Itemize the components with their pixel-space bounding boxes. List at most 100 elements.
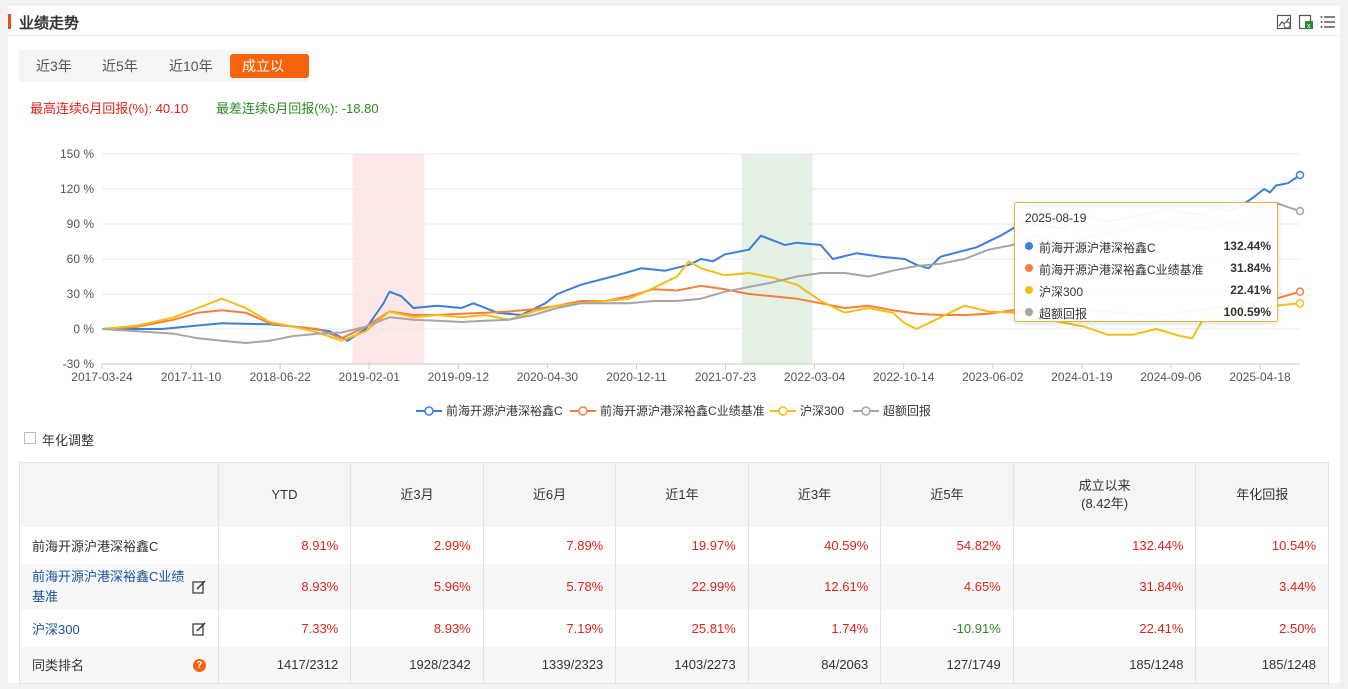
table-cell: 127/1749 [880, 646, 1014, 684]
y-tick-label: 0 % [73, 322, 94, 336]
series-end-point [1295, 206, 1305, 216]
table-header: 年化回报 [1195, 462, 1329, 527]
chart-legend: 前海开源沪港深裕鑫C 前海开源沪港深裕鑫C业绩基准 沪深300 超额回报 [8, 402, 1340, 420]
tooltip-row: 前海开源沪港深裕鑫C业绩基准 31.84% [1025, 259, 1271, 277]
table-cell: 22.99% [615, 563, 749, 610]
row-name-link[interactable]: 沪深300 [32, 621, 80, 637]
table-header-line: 成立以来 [1078, 477, 1131, 493]
table-cell: 10.54% [1195, 526, 1329, 564]
y-tick-label: 120 % [60, 182, 94, 196]
series-dot-icon [1025, 242, 1033, 250]
tab-10-years[interactable]: 近10年 [169, 58, 213, 74]
table-cell: 54.82% [880, 526, 1014, 564]
table-header-row: YTD 近3月 近6月 近1年 近3年 近5年 成立以来 (8.42年) 年化回… [19, 462, 1329, 527]
annualize-label: 年化调整 [42, 433, 95, 448]
tooltip-series-value: 132.44% [1223, 239, 1271, 253]
legend-line-icon [770, 406, 796, 416]
worst-6m-return: 最差连续6月回报(%): -18.80 [216, 98, 379, 117]
series-end-point [1295, 287, 1305, 296]
table-cell: 1339/2323 [482, 646, 616, 684]
chart-tooltip: 2025-08-19 前海开源沪港深裕鑫C 132.44% 前海开源沪港深裕鑫C… [1014, 202, 1278, 322]
table-cell: 3.44% [1195, 563, 1329, 610]
series-dot-icon [1025, 308, 1033, 316]
worst-6m-value: -18.80 [341, 101, 379, 116]
table-cell: 12.61% [747, 563, 881, 610]
row-name[interactable]: 沪深300 [20, 610, 219, 647]
x-tick-label: 2024-01-19 [1051, 370, 1113, 384]
tooltip-series-value: 22.41% [1230, 283, 1271, 297]
edit-icon[interactable] [192, 579, 206, 594]
tooltip-date: 2025-08-19 [1025, 211, 1087, 225]
tooltip-row: 沪深300 22.41% [1025, 281, 1271, 299]
x-tick-label: 2019-09-12 [428, 370, 490, 384]
table-cell: 4.65% [880, 563, 1014, 610]
table-cell: 8.93% [217, 563, 351, 610]
y-tick-label: 30 % [67, 287, 95, 301]
series-dot-icon [1025, 286, 1033, 294]
annualize-checkbox[interactable] [24, 432, 36, 444]
legend-label: 超额回报 [883, 404, 932, 418]
table-header-line: (8.42年) [1081, 495, 1129, 511]
x-tick-label: 2018-06-22 [249, 370, 311, 384]
table-header: 近3年 [747, 462, 881, 527]
series-end-point [1295, 170, 1305, 180]
tooltip-series-value: 100.59% [1223, 305, 1271, 319]
table-cell: 84/2063 [747, 646, 881, 684]
row-name[interactable]: 前海开源沪港深裕鑫C业绩基准 [19, 563, 219, 610]
excel-export-icon[interactable]: x [1298, 14, 1314, 30]
legend-label: 沪深300 [800, 404, 845, 418]
panel-header: 业绩走势 x [8, 6, 1340, 36]
best-6m-value: 40.10 [155, 101, 189, 116]
legend-line-icon [853, 406, 879, 416]
panel-title: 业绩走势 [19, 15, 80, 32]
table-cell: 25.81% [615, 609, 749, 647]
table-cell: 7.33% [217, 609, 351, 647]
table-cell: 2.99% [350, 526, 484, 564]
table-cell: 5.96% [350, 563, 484, 610]
series-end-point [1295, 299, 1305, 308]
table-header: 近3月 [350, 462, 484, 527]
x-tick-label: 2025-04-18 [1229, 370, 1291, 384]
legend-line-icon [570, 406, 596, 416]
x-tick-label: 2019-02-01 [339, 370, 401, 384]
x-tick-label: 2021-07-23 [695, 370, 757, 384]
table-cell: 7.19% [482, 609, 616, 647]
header-accent-bar [8, 14, 11, 29]
table-cell: 31.84% [1012, 563, 1196, 610]
performance-panel: 业绩走势 x 近3年 近5年 近10年 成立以来 最高连续6月回报(%): 40… [8, 6, 1340, 684]
tab-3-years[interactable]: 近3年 [36, 58, 72, 74]
list-menu-icon[interactable] [1320, 14, 1336, 30]
table-header: 成立以来 (8.42年) [1012, 462, 1196, 527]
table-cell: 2.50% [1195, 609, 1329, 647]
table-cell: 1.74% [747, 609, 881, 647]
table-header: YTD [217, 462, 351, 527]
legend-line-icon [416, 406, 442, 416]
x-tick-label: 2023-06-02 [962, 370, 1024, 384]
row-name-link[interactable]: 前海开源沪港深裕鑫C业绩基准 [32, 568, 185, 604]
tab-5-years[interactable]: 近5年 [102, 58, 138, 74]
performance-table: YTD 近3月 近6月 近1年 近3年 近5年 成立以来 (8.42年) 年化回… [19, 462, 1329, 684]
y-tick-label: 90 % [67, 217, 95, 231]
series-dot-icon [1025, 264, 1033, 272]
table-cell: 132.44% [1012, 526, 1196, 564]
worst-6m-label: 最差连续6月回报(%): [216, 101, 339, 116]
x-tick-label: 2020-04-30 [517, 370, 579, 384]
edit-icon[interactable] [192, 621, 206, 636]
table-header: 近6月 [482, 462, 616, 527]
table-cell: 8.91% [217, 526, 351, 564]
chart-image-icon[interactable] [1276, 14, 1292, 30]
tooltip-series-name: 超额回报 [1039, 307, 1088, 321]
table-cell: 1928/2342 [350, 646, 484, 684]
tab-since-inception[interactable]: 成立以来 [230, 54, 309, 98]
table-row: 前海开源沪港深裕鑫C 8.91% 2.99% 7.89% 19.97% 40.5… [20, 526, 1329, 564]
table-cell: 19.97% [615, 526, 749, 564]
svg-text:x: x [1307, 23, 1311, 30]
table-header: 近5年 [880, 462, 1014, 527]
row-name-text: 同类排名 [32, 658, 85, 674]
y-tick-label: 150 % [60, 147, 94, 161]
table-cell: 7.89% [482, 526, 616, 564]
period-tabs: 近3年 近5年 近10年 成立以来 [19, 50, 309, 98]
x-tick-label: 2020-12-11 [606, 370, 667, 384]
help-icon[interactable]: ? [192, 658, 206, 672]
performance-line-chart: 150 % 120 % 90 % 60 % 30 % 0 % -30 %2017-03-24… [60, 147, 1305, 384]
